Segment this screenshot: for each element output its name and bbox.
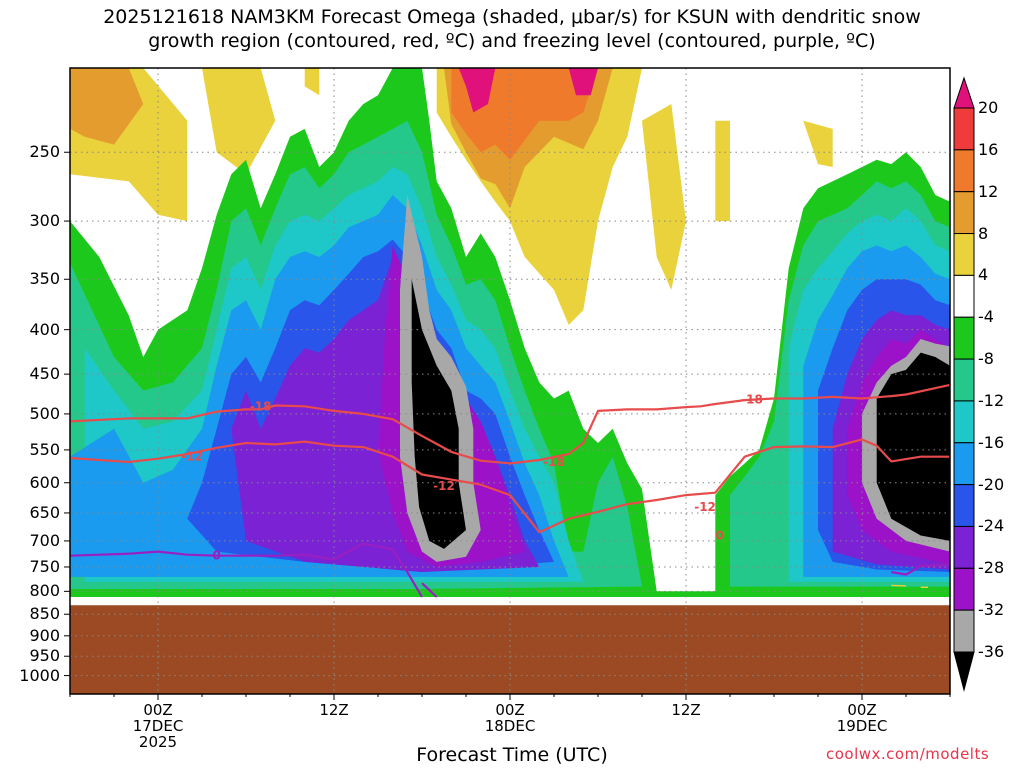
- omega-region: [304, 68, 320, 96]
- contour-label: -18: [543, 455, 565, 469]
- colorbar-swatch: [953, 316, 975, 360]
- pressure-tick-label: 500: [29, 403, 60, 423]
- colorbar-swatch: [953, 358, 975, 402]
- contour-label: 0: [716, 529, 724, 543]
- colorbar-tick-label: -4: [978, 307, 994, 327]
- colorbar-swatch: [953, 609, 975, 653]
- pressure-tick-label: 600: [29, 472, 60, 492]
- omega-region: [202, 68, 276, 175]
- pressure-tick-label: 850: [29, 604, 60, 624]
- time-tick-label: 18DEC: [484, 717, 536, 735]
- omega-region: [642, 104, 686, 290]
- pressure-tick-label: 800: [29, 581, 60, 601]
- chart-title-line-1: 2025121618 NAM3KM Forecast Omega (shaded…: [103, 6, 921, 28]
- omega-colorbar: [953, 76, 975, 692]
- freezing-level-contour: [421, 582, 438, 598]
- colorbar-swatch: [953, 442, 975, 486]
- omega-region: [876, 352, 950, 541]
- colorbar-tick-label: 8: [978, 223, 989, 243]
- contour-label: 0: [212, 549, 220, 563]
- pressure-tick-label: 750: [29, 556, 60, 576]
- chart-title-line-2: growth region (contoured, red, ºC) and f…: [148, 30, 876, 52]
- colorbar-swatch: [953, 191, 975, 235]
- time-tick-label: 19DEC: [836, 717, 888, 735]
- time-tick-label: 00Z: [143, 701, 173, 719]
- contour-label: -12: [694, 500, 716, 514]
- x-axis-title: Forecast Time (UTC): [416, 744, 608, 766]
- time-tick-label: 12Z: [319, 701, 349, 719]
- colorbar-tick-label: -32: [978, 600, 1005, 620]
- colorbar-tick-label: -12: [978, 390, 1005, 410]
- colorbar-tick-label: -20: [978, 474, 1005, 494]
- contour-label: -12: [181, 450, 203, 464]
- time-tick-label: 2025: [138, 733, 178, 751]
- dgz-contour: [70, 383, 950, 465]
- colorbar-tick-label: 4: [978, 265, 989, 285]
- pressure-tick-label: 1000: [19, 665, 60, 685]
- plot-frame: [69, 67, 951, 695]
- pressure-tick-label: 950: [29, 646, 60, 666]
- omega-region: [568, 68, 598, 96]
- omega-region: [920, 586, 928, 588]
- pressure-tick-label: 900: [29, 625, 60, 645]
- contour-label: -12: [433, 479, 455, 493]
- colorbar-swatch: [953, 525, 975, 569]
- colorbar-swatch: [953, 107, 975, 151]
- colorbar-tick-label: -28: [978, 558, 1005, 578]
- colorbar-tick-label: 16: [978, 139, 999, 159]
- colorbar-tick-label: 12: [978, 181, 999, 201]
- omega-region: [803, 120, 833, 167]
- time-tick-label: 17DEC: [132, 717, 184, 735]
- colorbar-swatch: [953, 233, 975, 276]
- pressure-tick-label: 400: [29, 319, 60, 339]
- colorbar-swatch: [953, 484, 975, 527]
- colorbar-tick-label: 20: [978, 98, 999, 117]
- source-credit: coolwx.com/modelts: [826, 745, 990, 763]
- time-tick-label: 12Z: [671, 701, 701, 719]
- contour-label: -18: [741, 392, 763, 406]
- freezing-level-contour: [70, 542, 423, 598]
- omega-region: [715, 120, 730, 222]
- colorbar-top-arrow: [953, 76, 975, 109]
- time-tick-label: 00Z: [847, 701, 877, 719]
- time-tick-label: 00Z: [495, 701, 525, 719]
- grid-lines: [64, 68, 951, 700]
- colorbar-tick-label: -16: [978, 432, 1005, 452]
- pressure-tick-label: 250: [29, 142, 60, 162]
- freezing-level-contour: [891, 563, 950, 576]
- colorbar-tick-label: -24: [978, 516, 1005, 536]
- omega-region: [891, 584, 906, 587]
- colorbar-tick-label: -36: [978, 642, 1005, 661]
- colorbar-swatch: [953, 567, 975, 611]
- pressure-tick-label: 300: [29, 211, 60, 231]
- omega-region: [70, 68, 144, 145]
- colorbar-tick-label: -8: [978, 349, 994, 369]
- pressure-tick-label: 350: [29, 269, 60, 289]
- pressure-tick-label: 450: [29, 364, 60, 384]
- colorbar-swatch: [953, 274, 975, 318]
- pressure-tick-label: 550: [29, 439, 60, 459]
- pressure-tick-label: 700: [29, 530, 60, 550]
- pressure-tick-label: 650: [29, 502, 60, 522]
- colorbar-swatch: [953, 400, 975, 444]
- omega-region: [458, 68, 496, 113]
- temperature-contours: [70, 383, 950, 598]
- contour-label: -18: [250, 399, 272, 413]
- contour-labels: -18 -18 -18 -12 -12 -12 0 0: [181, 392, 763, 562]
- colorbar-bottom-arrow: [953, 651, 975, 692]
- dgz-contour: [70, 438, 950, 534]
- colorbar-swatch: [953, 149, 975, 193]
